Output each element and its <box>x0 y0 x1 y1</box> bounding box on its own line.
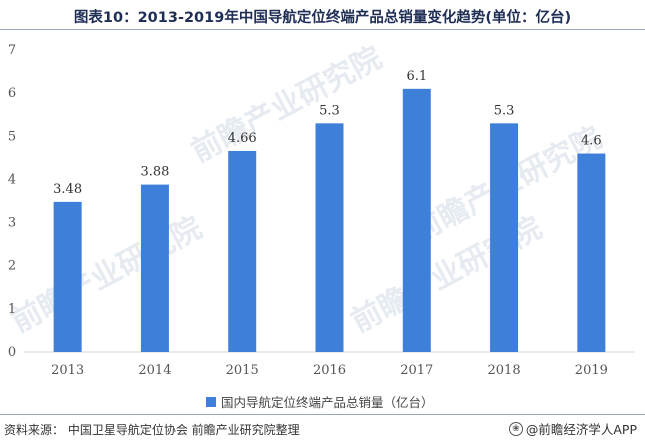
data-label: 4.6 <box>581 134 602 149</box>
bar <box>53 201 82 352</box>
y-tick-label: 0 <box>8 345 16 360</box>
x-tick-label: 2019 <box>575 363 608 378</box>
brand-logo-icon: ❀ <box>508 421 523 436</box>
bar <box>490 123 519 352</box>
source-note: 资料来源： 中国卫星导航定位协会 前瞻产业研究院整理 <box>4 423 300 437</box>
y-tick-label: 1 <box>8 302 16 317</box>
y-tick-label: 5 <box>8 129 16 144</box>
y-tick-label: 3 <box>8 216 16 231</box>
title-divider <box>0 29 645 30</box>
bar <box>140 184 169 352</box>
x-tick-label: 2014 <box>138 363 171 378</box>
y-tick-label: 4 <box>8 172 16 187</box>
brand-credit: ❀ @前瞻经济学人APP <box>508 419 637 438</box>
brand-label: @前瞻经济学人APP <box>525 422 637 437</box>
data-label: 4.66 <box>228 131 257 146</box>
data-label: 3.88 <box>140 165 169 180</box>
x-tick-label: 2015 <box>226 363 259 378</box>
x-tick-label: 2016 <box>313 363 346 378</box>
bar <box>315 123 344 352</box>
y-tick-label: 2 <box>8 259 16 274</box>
data-label: 5.3 <box>319 103 340 118</box>
data-label: 6.1 <box>406 69 427 84</box>
footer-divider <box>0 414 645 415</box>
data-label: 3.48 <box>53 182 82 197</box>
x-tick-label: 2017 <box>400 363 433 378</box>
chart-title: 图表10：2013-2019年中国导航定位终端产品总销量变化趋势(单位：亿台) <box>73 10 572 26</box>
bar <box>577 153 606 352</box>
legend-swatch <box>206 396 216 407</box>
y-tick-label: 7 <box>8 43 16 58</box>
legend-label: 国内导航定位终端产品总销量（亿台） <box>221 395 434 410</box>
legend: 国内导航定位终端产品总销量（亿台） <box>206 392 434 411</box>
x-tick-label: 2013 <box>51 363 84 378</box>
data-label: 5.3 <box>494 103 515 118</box>
x-tick-label: 2018 <box>488 363 521 378</box>
y-tick-label: 6 <box>8 86 16 101</box>
bar-chart: 0 1 2 3 4 5 6 7 3.48 2013 3.88 2014 4.66 2015 5.3 2016 6… <box>8 43 635 378</box>
bar <box>228 150 257 352</box>
bar <box>402 88 431 352</box>
